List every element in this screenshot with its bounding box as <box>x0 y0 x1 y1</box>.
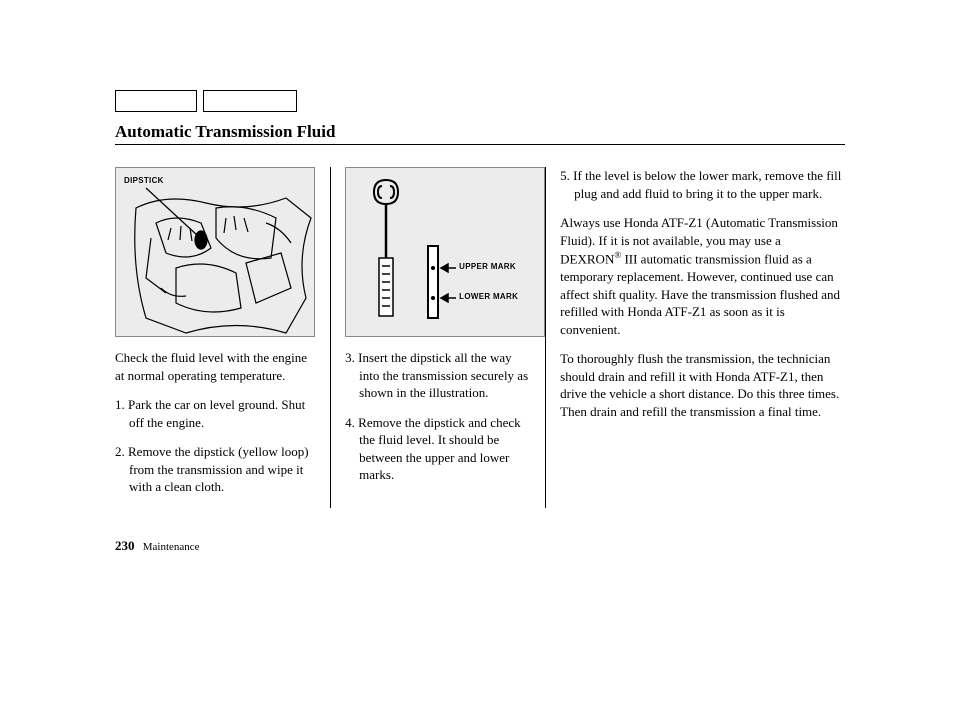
flush-procedure: To thoroughly flush the transmission, th… <box>560 350 845 420</box>
step-4: 4. Remove the dipstick and check the flu… <box>345 414 531 484</box>
column-1: DIPSTICK <box>115 167 330 508</box>
page-number: 230 <box>115 538 135 553</box>
column-3: 5. If the level is below the lower mark,… <box>546 167 845 508</box>
step-3: 3. Insert the dipstick all the way into … <box>345 349 531 402</box>
figure-label-upper: UPPER MARK <box>459 262 516 273</box>
figure-dipstick-marks: UPPER MARK LOWER MARK <box>345 167 545 337</box>
figure-label-lower: LOWER MARK <box>459 292 518 303</box>
engine-diagram-icon <box>116 168 315 337</box>
figure-dipstick-location: DIPSTICK <box>115 167 315 337</box>
section-name: Maintenance <box>143 541 200 553</box>
step-2: 2. Remove the dipstick (yellow loop) fro… <box>115 443 316 496</box>
placeholder-box <box>115 90 197 112</box>
page-footer: 230 Maintenance <box>115 538 200 554</box>
fluid-recommendation: Always use Honda ATF-Z1 (Automatic Trans… <box>560 214 845 338</box>
placeholder-box <box>203 90 297 112</box>
page-title: Automatic Transmission Fluid <box>115 122 845 145</box>
header-placeholder-boxes <box>115 90 845 112</box>
dipstick-diagram-icon <box>346 168 545 337</box>
intro-text: Check the fluid level with the engine at… <box>115 349 316 384</box>
step-5: 5. If the level is below the lower mark,… <box>560 167 845 202</box>
column-2: UPPER MARK LOWER MARK 3. Insert the dips… <box>330 167 546 508</box>
page-content: Automatic Transmission Fluid DIPSTICK <box>115 90 845 508</box>
step-1: 1. Park the car on level ground. Shut of… <box>115 396 316 431</box>
figure-label-dipstick: DIPSTICK <box>124 176 164 187</box>
content-columns: DIPSTICK <box>115 167 845 508</box>
